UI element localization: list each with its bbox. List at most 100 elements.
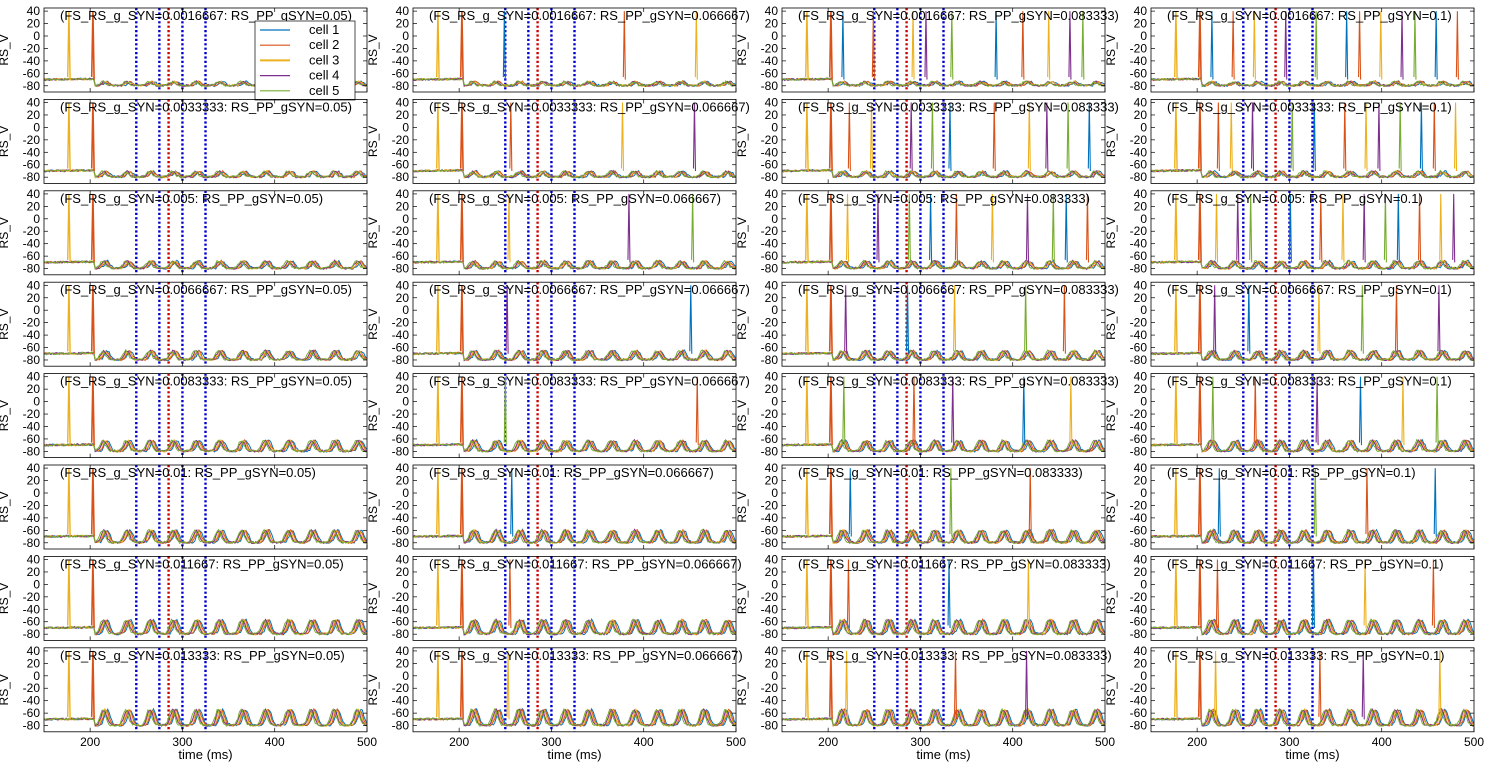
spike [1025, 193, 1030, 263]
ytick-label: 40 [1134, 370, 1148, 384]
ytick-label: 40 [765, 4, 779, 18]
trace-cell-5 [1151, 707, 1474, 728]
spike [871, 11, 875, 80]
axes-box [781, 7, 1106, 93]
trace-cell-5 [1151, 259, 1474, 270]
plot-area [1151, 556, 1474, 641]
y-axis-label: RS_V [0, 309, 11, 340]
spike [1174, 285, 1178, 354]
panel-title: (FS_RS_g_SYN=0.011667: RS_PP_gSYN=0.1) [1167, 556, 1444, 571]
ytick-label: 0 [33, 120, 40, 134]
spike [459, 468, 464, 537]
ytick-label: -20 [761, 41, 779, 55]
y-axis-label: RS_V [735, 126, 749, 157]
spike [1312, 102, 1316, 171]
ytick-label: 20 [396, 17, 410, 31]
spike [1174, 376, 1178, 446]
trace-cell-5 [1151, 438, 1474, 453]
ytick-label: -20 [392, 316, 410, 330]
y-axis-label: RS_V [366, 217, 380, 248]
ytick-label: -20 [1130, 224, 1148, 238]
spike [1343, 102, 1347, 171]
ytick-label: -80 [23, 262, 41, 276]
ytick-label: 0 [402, 29, 409, 43]
y-axis-label: RS_V [735, 583, 749, 614]
y-axis-label: RS_V [1104, 309, 1118, 340]
axes-box [412, 99, 737, 184]
axes-box [43, 373, 368, 459]
ytick-label: -40 [23, 145, 41, 159]
ytick-label: 0 [402, 303, 409, 317]
ytick-label: 40 [1134, 553, 1148, 567]
spike [1022, 376, 1026, 446]
ytick-label: -20 [1130, 498, 1148, 512]
axes-box [1150, 373, 1475, 459]
ytick-label: -20 [761, 590, 779, 604]
axes-box [43, 190, 368, 276]
spike [828, 11, 833, 80]
ytick-label: -20 [392, 407, 410, 421]
trace-cell-5 [413, 349, 736, 362]
axes-box [412, 647, 737, 733]
spike [1319, 193, 1323, 263]
trace-cell-5 [44, 348, 367, 362]
spike [90, 285, 95, 354]
legend-entry: cell 4 [309, 68, 339, 83]
spike [1213, 285, 1217, 354]
ytick-label: 0 [402, 212, 409, 226]
ytick-label: -80 [23, 627, 41, 641]
axes-box [781, 556, 1106, 641]
trace-cell-5 [1151, 349, 1474, 362]
trace-cell-4 [44, 707, 367, 728]
ytick-label: -80 [23, 719, 41, 733]
spike [1315, 376, 1319, 446]
ytick-label: 40 [765, 187, 779, 201]
axes-box [1150, 99, 1475, 184]
ytick-label: -60 [23, 249, 41, 263]
ytick-label: 40 [27, 644, 41, 658]
ytick-label: 20 [396, 656, 410, 670]
ytick-label: 0 [402, 120, 409, 134]
y-axis-label: RS_V [0, 400, 11, 431]
spike [805, 376, 809, 446]
spike [689, 285, 693, 354]
axes-box [1150, 190, 1475, 276]
ytick-label: -20 [23, 498, 41, 512]
trace-cell-5 [782, 707, 1105, 727]
ytick-label: -40 [1130, 328, 1148, 342]
spike [620, 102, 625, 171]
xtick-label: 500 [357, 735, 377, 749]
spike [1364, 102, 1368, 171]
axes-box [43, 99, 368, 184]
ytick-label: -60 [23, 615, 41, 629]
spike [869, 102, 874, 171]
ytick-label: -60 [23, 706, 41, 720]
y-axis-label: RS_V [1104, 217, 1118, 248]
spike [1439, 193, 1443, 263]
ytick-label: -60 [392, 341, 410, 355]
ytick-label: -40 [761, 328, 779, 342]
spike [805, 193, 809, 263]
xtick-label: 400 [1372, 735, 1392, 749]
spike [1438, 650, 1442, 720]
xtick-label: 200 [449, 735, 469, 749]
plot-area [413, 647, 736, 732]
y-axis-label: RS_V [735, 217, 749, 248]
spike [805, 468, 809, 537]
ytick-label: -80 [1130, 444, 1148, 458]
ytick-label: 40 [27, 278, 41, 292]
ytick-label: 0 [33, 395, 40, 409]
axes-box [1150, 7, 1475, 93]
ytick-label: -60 [23, 341, 41, 355]
trace-cell-5 [44, 168, 367, 179]
axes-box [1150, 647, 1475, 733]
ytick-label: 40 [396, 96, 410, 110]
trace-cell-4 [413, 168, 736, 179]
